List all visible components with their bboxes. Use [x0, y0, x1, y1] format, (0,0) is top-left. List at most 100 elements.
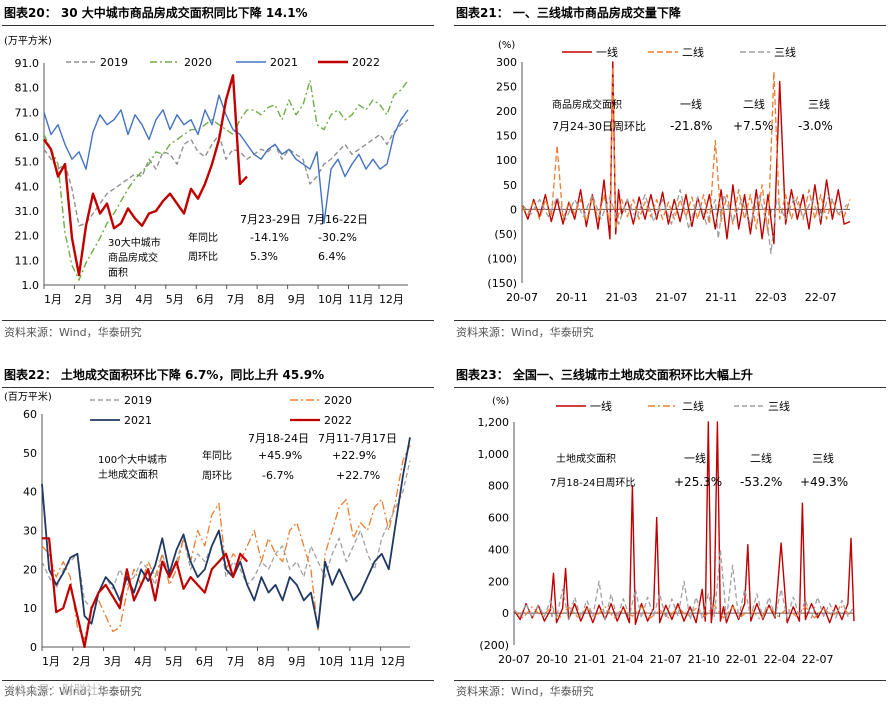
x-tick-label: 11月 — [350, 655, 375, 668]
series-line-三线 — [521, 189, 848, 255]
y-tick-label: 91.0 — [15, 57, 40, 70]
series-line-2019 — [41, 460, 411, 609]
legend-label: 2022 — [352, 56, 380, 69]
x-tick-label: 1月 — [44, 293, 62, 306]
y-tick-label: 0 — [30, 641, 37, 654]
chart-22-svg: (百万平米) 0 10 20 30 40 50 60 1月 2月 3月 4月 5月 6月 7月 8月 9月 10月… — [4, 390, 411, 668]
chart-21-svg: (%) (150) (100) (50) 0 50 100 150 200 250 300 20-07… — [487, 40, 851, 304]
x-tick-label: 22-03 — [755, 291, 787, 304]
x-tick-label: 5月 — [166, 293, 184, 306]
x-tick-label: 20-07 — [506, 291, 538, 304]
x-tick-label: 11月 — [349, 293, 374, 306]
x-tick-label: 10月 — [318, 293, 343, 306]
annotation-row-label: 商品房成交面积 — [552, 98, 622, 111]
y-tick-label: (200) — [479, 639, 509, 652]
source-text: 资料来源：Wind，华泰研究 — [4, 326, 142, 339]
y-tick-label: 200 — [488, 575, 509, 588]
x-tick-label: 12月 — [381, 655, 406, 668]
panel-chart-21: 图表21： 一、三线城市商品房成交量下降 (%) (150) (100) (50) 0 5… — [452, 0, 891, 345]
chart-title: 图表22： 土地成交面积环比下降 6.7%，同比上升 45.9% — [4, 368, 325, 382]
y-tick-label: 50 — [503, 179, 517, 192]
y-tick-label: 10 — [23, 602, 37, 615]
x-tick-label: 8月 — [257, 293, 275, 306]
source-text: 资料来源：Wind，华泰研究 — [456, 685, 594, 698]
annotation-col2-mom: 6.4% — [318, 250, 346, 263]
annotation-row-label: 7月18-24日周环比 — [550, 477, 635, 489]
x-tick-label: 21-03 — [606, 291, 638, 304]
annotation-col1-yoy: -14.1% — [250, 231, 289, 244]
source-rule — [454, 680, 886, 681]
x-tick-label: 21-01 — [574, 653, 606, 666]
x-tick-label: 2月 — [74, 293, 92, 306]
y-tick-label: 0 — [502, 607, 509, 620]
x-tick-label: 20-11 — [556, 291, 588, 304]
y-tick-label: 71.0 — [15, 106, 40, 119]
x-tick-label: 20-10 — [536, 653, 568, 666]
panel-chart-20: 图表20： 30 大中城市商品房成交面积同比下降 14.1% (万平方米) 1.0… — [0, 0, 440, 345]
annotation-row-mom: 周环比 — [188, 251, 218, 263]
annotation-value-tier3: +49.3% — [800, 475, 848, 489]
annotation-col2-yoy: -30.2% — [318, 231, 357, 244]
chart-23-svg: (%) (200) 0 200 400 600 800 1,000 1,200 20-07 20-1… — [478, 396, 855, 666]
series-line-三线 — [513, 548, 855, 621]
annotation-value-tier3: -3.0% — [798, 119, 833, 133]
annotation-col2-mom: +22.7% — [336, 469, 380, 482]
series-line-二线 — [513, 604, 852, 621]
y-tick-label: 40 — [23, 486, 37, 499]
annotation-value-tier1: -21.8% — [670, 119, 712, 133]
y-tick-label: 81.0 — [15, 82, 40, 95]
x-tick-label: 3月 — [105, 293, 123, 306]
y-axis-label: (万平方米) — [4, 34, 52, 47]
annotation-col1-mom: -6.7% — [262, 469, 294, 482]
annotation-col1-head: 7月23-29日 — [240, 213, 301, 226]
annotation-head-tier2: 二线 — [750, 451, 772, 465]
y-tick-label: 11.0 — [15, 254, 40, 267]
x-tick-label: 6月 — [196, 293, 214, 306]
x-tick-label: 21-07 — [650, 653, 682, 666]
y-tick-label: 1.0 — [22, 279, 40, 292]
y-tick-label: 60 — [23, 408, 37, 421]
series-line-二线 — [521, 66, 851, 235]
legend-label: 一线 — [590, 399, 612, 413]
y-tick-label: 30 — [23, 525, 37, 538]
y-tick-label: 50 — [23, 447, 37, 460]
annotation-col2-head: 7月16-22日 — [307, 213, 368, 226]
y-tick-label: 1,000 — [478, 448, 510, 461]
series-line-2019 — [43, 119, 409, 227]
legend-label: 2020 — [324, 394, 352, 407]
legend-label: 三线 — [774, 45, 796, 59]
x-tick-label: 22-04 — [764, 653, 796, 666]
series-line-2022 — [43, 74, 248, 277]
y-tick-label: 1,200 — [478, 416, 510, 429]
x-tick-label: 21-10 — [688, 653, 720, 666]
x-tick-label: 8月 — [257, 655, 275, 668]
legend-label: 三线 — [768, 399, 790, 413]
panel-chart-23: 图表23： 全国一、三线城市土地成交面积环比大幅上升 (%) (200) 0 200 4… — [452, 362, 891, 707]
annotation-city-label: 商品房成交 — [108, 251, 158, 264]
y-tick-label: 20 — [23, 563, 37, 576]
legend-label: 2022 — [324, 414, 352, 427]
legend-label: 一线 — [596, 45, 618, 59]
title-rule — [454, 387, 886, 388]
annotation-city-label: 30大中城市 — [108, 236, 161, 249]
x-tick-label: 4月 — [135, 293, 153, 306]
annotation-row-yoy: 年同比 — [188, 231, 218, 244]
x-tick-label: 12月 — [379, 293, 404, 306]
y-tick-label: 250 — [496, 81, 517, 94]
legend-label: 二线 — [682, 45, 704, 59]
source-text: 资料来源：Wind，华泰研究 — [456, 326, 594, 339]
x-tick-label: 1月 — [42, 655, 60, 668]
title-rule — [454, 25, 886, 26]
annotation-head-tier3: 三线 — [808, 97, 830, 111]
y-tick-label: 400 — [488, 543, 509, 556]
source-rule — [454, 320, 886, 321]
x-tick-label: 22-07 — [805, 291, 837, 304]
y-tick-label: 150 — [496, 130, 517, 143]
x-tick-label: 20-07 — [498, 653, 530, 666]
y-tick-label: 41.0 — [15, 180, 40, 193]
x-tick-label: 7月 — [227, 293, 245, 306]
y-tick-label: 100 — [496, 154, 517, 167]
annotation-col2-head: 7月11-7月17日 — [318, 432, 397, 445]
x-tick-label: 21-07 — [655, 291, 687, 304]
title-rule — [2, 25, 434, 26]
